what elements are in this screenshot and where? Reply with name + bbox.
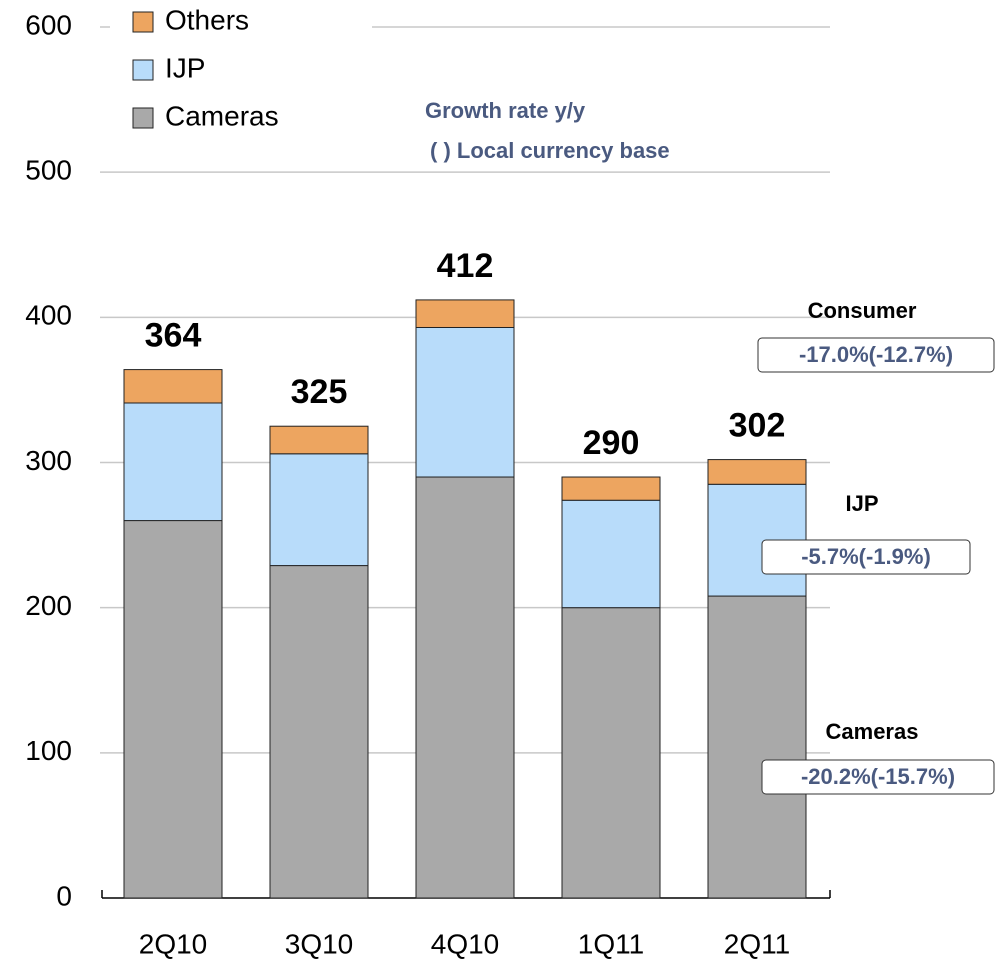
y-tick-label: 300 <box>25 445 72 476</box>
total-label: 302 <box>729 407 786 445</box>
legend-bg <box>110 0 372 140</box>
legend-swatch <box>132 59 154 81</box>
total-label: 364 <box>145 317 202 355</box>
rate-box <box>761 759 995 795</box>
bar-segment <box>123 520 223 899</box>
y-tick-label: 100 <box>25 735 72 766</box>
bar-segment <box>269 565 369 899</box>
x-tick-label: 1Q11 <box>578 928 644 959</box>
x-tick-label: 3Q10 <box>285 928 354 959</box>
rate-box <box>761 539 971 575</box>
segment-rate: -5.7%(-1.9%) <box>801 544 931 569</box>
bar-segment <box>707 595 807 899</box>
legend-swatch <box>132 11 154 33</box>
segment-rate: -20.2%(-15.7%) <box>801 764 955 789</box>
bar-segment <box>415 476 515 899</box>
segment-label: Cameras <box>826 719 919 744</box>
bar-segment <box>561 476 661 501</box>
total-label: 325 <box>291 373 348 411</box>
y-tick-label: 600 <box>25 9 72 40</box>
y-tick-label: 500 <box>25 155 72 186</box>
legend-label: IJP <box>165 52 205 83</box>
bar-segment <box>707 459 807 485</box>
total-label: 412 <box>437 247 494 285</box>
bar-segment <box>415 299 515 328</box>
legend-label: Others <box>165 4 249 35</box>
bars: 364 2Q10 325 3Q10 412 4Q10 290 1Q11 302 2Q11 <box>123 247 807 959</box>
y-tick-label: 0 <box>56 880 72 911</box>
legend-swatch <box>132 107 154 129</box>
x-tick-label: 4Q10 <box>431 928 500 959</box>
segment-rate: -17.0%(-12.7%) <box>799 342 953 367</box>
y-tick-label: 400 <box>25 300 72 331</box>
rate-box <box>757 337 995 373</box>
x-tick-label: 2Q11 <box>724 928 790 959</box>
segment-label: IJP <box>845 491 878 516</box>
bar-segment <box>123 369 223 404</box>
bar-segment <box>561 499 661 609</box>
total-label: 290 <box>583 424 640 462</box>
y-tick-label: 200 <box>25 590 72 621</box>
legend: Others IJP Cameras <box>110 0 372 140</box>
bar-segment <box>561 607 661 899</box>
bar-segment <box>123 402 223 522</box>
annotation-title: Growth rate y/y <box>425 98 586 123</box>
bar-segment <box>269 425 369 455</box>
x-tick-label: 2Q10 <box>139 928 208 959</box>
bar-segment <box>269 453 369 567</box>
legend-label: Cameras <box>165 100 279 131</box>
bar-segment <box>415 326 515 478</box>
annotation-subtitle: ( ) Local currency base <box>430 138 670 163</box>
segment-label: Consumer <box>808 298 917 323</box>
